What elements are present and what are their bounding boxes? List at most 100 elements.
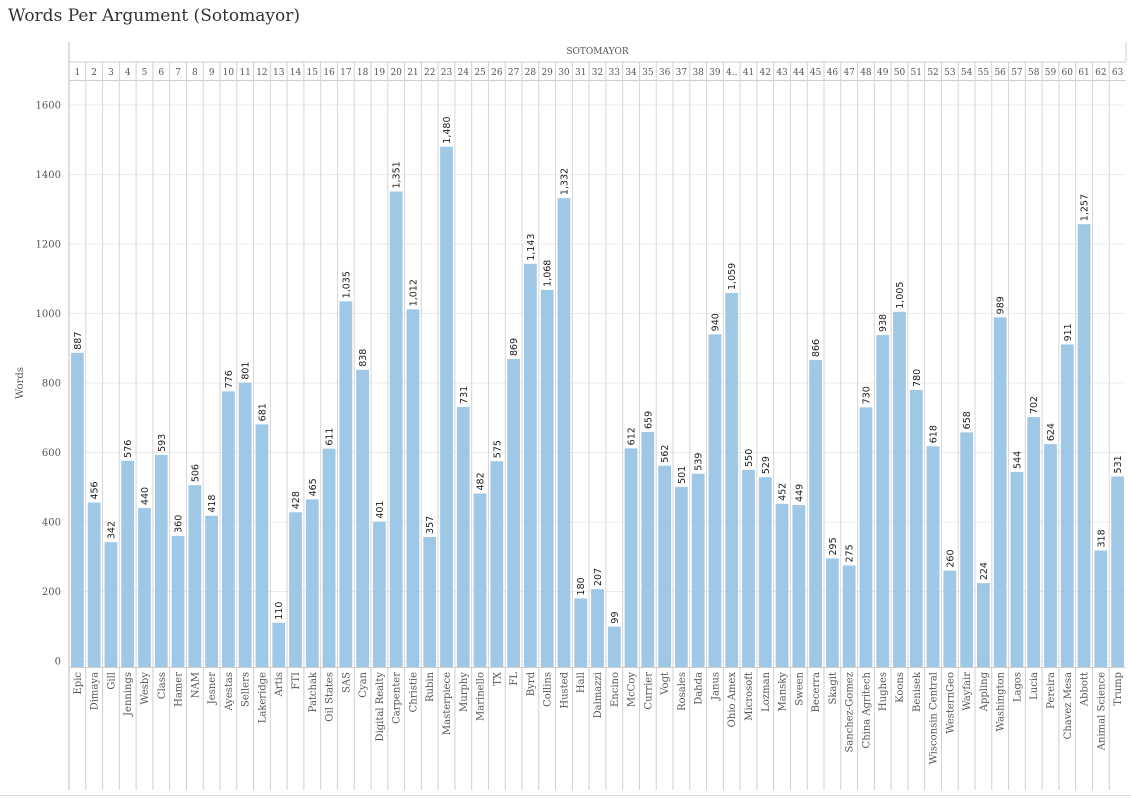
x-tick-label: Skagit: [828, 672, 839, 705]
value-labels: 887 456 342 576 440 593 360 506 418 776 801 681 110 4…: [73, 116, 1124, 623]
y-tick-label: 600: [42, 448, 61, 459]
data-label: 456: [90, 481, 101, 499]
bar: [339, 301, 353, 667]
column-number: 6: [158, 68, 164, 78]
data-label: 428: [291, 491, 302, 509]
bar: [222, 391, 235, 667]
bar: [490, 461, 504, 667]
column-number: 62: [1095, 68, 1106, 78]
bar: [1010, 471, 1024, 667]
column-number: 12: [256, 68, 267, 78]
y-tick-label: 0: [55, 657, 61, 668]
column-number: 53: [944, 68, 956, 78]
x-tick-label: Trump: [1113, 672, 1124, 706]
bar: [188, 485, 202, 667]
column-number: 16: [323, 68, 335, 78]
bar: [859, 407, 873, 667]
x-tick-label: Byrd: [526, 671, 537, 696]
column-number: 13: [273, 68, 285, 78]
data-label: 1,332: [559, 168, 570, 195]
x-tick-label: Currier: [643, 672, 654, 710]
column-number: 49: [877, 68, 889, 78]
bar: [440, 146, 453, 667]
bar: [775, 503, 789, 667]
x-tick-label: Encino: [610, 672, 621, 707]
column-number: 14: [290, 68, 302, 78]
x-tick-label: Oil States: [325, 672, 336, 722]
data-label: 318: [1096, 529, 1107, 547]
x-tick-label: Becerra: [811, 672, 822, 712]
data-label: 659: [643, 411, 654, 429]
bar: [406, 309, 420, 667]
bar: [624, 448, 638, 667]
data-label: 989: [996, 296, 1007, 314]
x-tick-label: Masterpiece: [442, 672, 453, 735]
x-tick-label: Benisek: [912, 671, 923, 712]
data-label: 1,143: [526, 234, 537, 261]
column-number: 15: [307, 68, 319, 78]
header-title: SOTOMAYOR: [566, 47, 629, 57]
x-tick-label: Appling: [979, 671, 990, 712]
data-label: 465: [308, 478, 319, 496]
column-number: 1: [75, 68, 81, 78]
data-label: 531: [1113, 455, 1124, 473]
x-tick-label: Mansky: [778, 672, 789, 712]
x-tick-label: Dahda: [694, 672, 705, 705]
data-label: 593: [157, 434, 168, 452]
data-label: 357: [425, 516, 436, 534]
data-label: 529: [761, 456, 772, 474]
data-label: 866: [811, 339, 822, 357]
data-label: 550: [744, 449, 755, 467]
data-label: 624: [1046, 423, 1057, 441]
data-label: 360: [174, 515, 185, 533]
column-number: 39: [709, 68, 721, 78]
x-tick-label: WesternGeo: [945, 672, 956, 734]
data-label: 418: [207, 495, 218, 513]
data-label: 938: [878, 314, 889, 332]
bar: [876, 335, 890, 667]
bar: [389, 191, 403, 667]
column-number: 20: [390, 68, 402, 78]
data-label: 99: [610, 612, 621, 624]
data-label: 611: [325, 428, 336, 446]
data-label: 1,351: [392, 161, 403, 188]
column-number: 38: [692, 68, 704, 78]
x-tick-label: McCoy: [627, 672, 638, 708]
column-number: 21: [407, 68, 418, 78]
bar: [473, 493, 487, 667]
data-label: 575: [492, 440, 503, 458]
bar: [255, 424, 269, 667]
bar: [742, 469, 755, 667]
column-number: 32: [592, 68, 603, 78]
x-tick-label: Lagos: [1012, 672, 1023, 702]
bars: [71, 146, 1124, 667]
column-number: 25: [474, 68, 486, 78]
bar: [540, 289, 554, 667]
bar: [557, 198, 571, 667]
x-tick-label: Jesner: [207, 672, 218, 705]
x-tick-label: Chavez Mesa: [1063, 672, 1074, 739]
bar: [138, 508, 151, 667]
column-number: 41: [743, 68, 754, 78]
data-label: 342: [106, 521, 117, 539]
bar: [926, 446, 940, 667]
bar: [675, 486, 688, 667]
data-label: 612: [627, 427, 638, 445]
bar: [87, 502, 101, 667]
bar: [104, 542, 118, 667]
column-number: 50: [894, 68, 906, 78]
data-label: 780: [912, 369, 923, 387]
column-number: 5: [142, 68, 148, 78]
bar: [591, 589, 604, 667]
x-axis-labels: Epic Dimaya Gill Jennings Wesby Class Hamer NAM…: [73, 671, 1124, 764]
bar: [809, 360, 822, 667]
x-tick-label: Gill: [106, 672, 117, 690]
data-label: 731: [459, 386, 470, 404]
column-number: 10: [223, 68, 235, 78]
data-label: 576: [123, 440, 134, 458]
bar: [1094, 550, 1108, 667]
bar: [943, 570, 957, 667]
data-label: 1,005: [895, 282, 906, 309]
x-tick-label: Lozman: [761, 671, 772, 711]
x-tick-label: Dalmazzi: [593, 672, 604, 718]
